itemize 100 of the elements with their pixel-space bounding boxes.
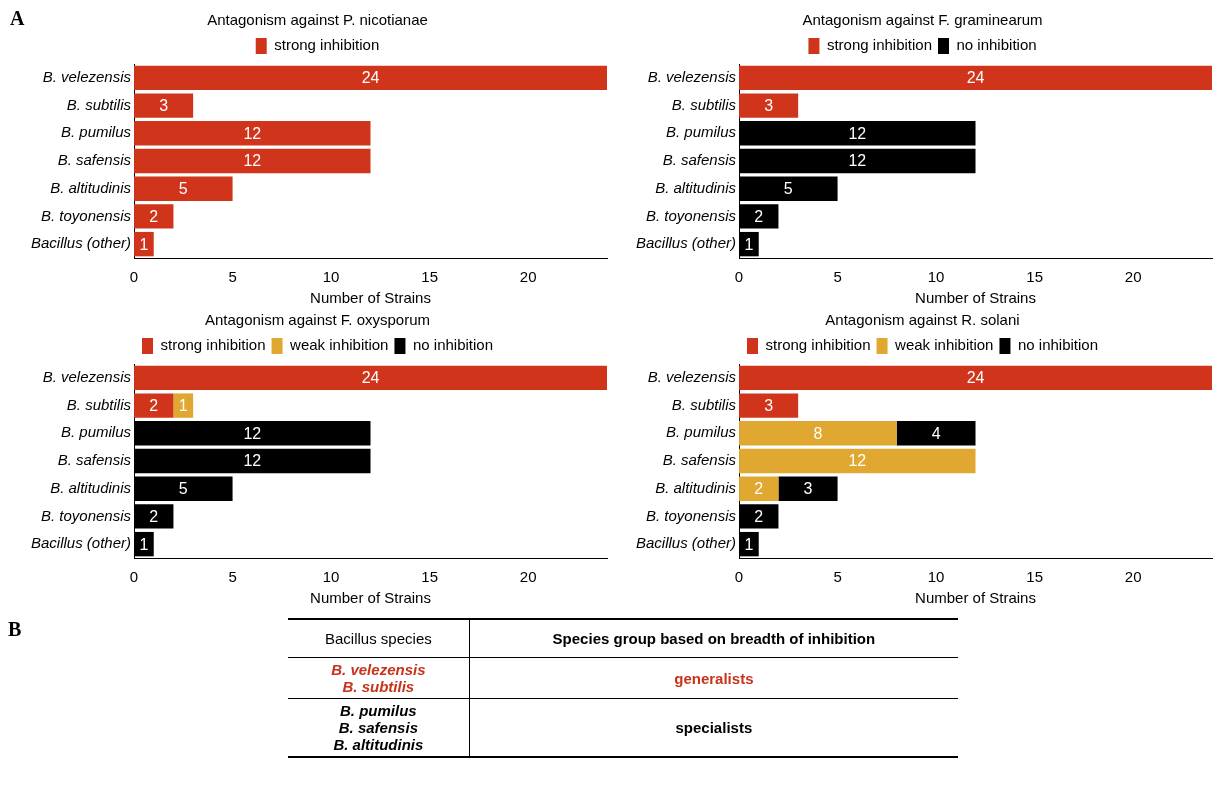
- text: B. safensis: [337, 719, 419, 736]
- text: A: [10, 7, 25, 30]
- bar: [739, 65, 1212, 91]
- y-tick-label: B. safensis: [57, 151, 132, 169]
- bar: [739, 421, 897, 446]
- y-tick-label: B. velezensis: [647, 368, 737, 386]
- data-label: 1: [744, 235, 754, 253]
- legend-label: weak inhibition: [289, 336, 389, 354]
- chart-title: Antagonism against R. solani: [825, 311, 1020, 329]
- data-label: 2: [149, 507, 159, 525]
- data-label: 2: [754, 207, 764, 225]
- data-label: 8: [813, 424, 823, 442]
- data-label: 1: [139, 235, 149, 253]
- data-label: 1: [744, 535, 754, 553]
- y-tick-label: B. velezensis: [42, 368, 132, 386]
- text: B. pumilus: [339, 702, 418, 719]
- bar: [134, 204, 174, 229]
- data-label: 3: [764, 396, 774, 414]
- data-label: 24: [361, 69, 380, 87]
- data-label: 5: [178, 480, 188, 498]
- y-tick-label: Bacillus (other): [30, 534, 132, 552]
- legend-label: strong inhibition: [274, 36, 380, 54]
- bar: [739, 93, 799, 118]
- x-axis-title: Number of Strains: [310, 289, 431, 307]
- text: generalists: [673, 668, 755, 689]
- x-tick-label: 20: [1124, 568, 1142, 586]
- bar: [739, 476, 779, 501]
- bar: [134, 148, 371, 174]
- bar: [173, 393, 194, 418]
- text: specialists: [674, 718, 754, 738]
- bar: [778, 476, 838, 501]
- x-tick-label: 10: [322, 268, 340, 286]
- x-tick-label: 15: [421, 568, 438, 586]
- data-label: 1: [178, 396, 188, 414]
- x-tick-label: 10: [927, 568, 945, 586]
- bar: [134, 121, 371, 146]
- legend-label: no inhibition: [1017, 336, 1099, 354]
- x-axis-title: Number of Strains: [310, 589, 431, 607]
- y-tick-label: B. subtilis: [671, 395, 737, 413]
- x-tick-label: 5: [228, 268, 237, 286]
- bar: [134, 176, 233, 201]
- data-label: 24: [966, 69, 985, 87]
- y-tick-label: B. toyonensis: [645, 206, 737, 224]
- x-tick-label: 20: [1124, 268, 1142, 286]
- text: B: [8, 618, 22, 641]
- bar: [134, 93, 194, 118]
- data-label: 3: [803, 480, 813, 498]
- x-tick-label: 10: [322, 568, 340, 586]
- data-label: 12: [243, 452, 262, 470]
- x-tick-label: 20: [519, 268, 537, 286]
- y-tick-label: B. velezensis: [42, 68, 132, 86]
- bar: [739, 448, 976, 474]
- data-label: 12: [848, 124, 867, 142]
- data-label: 12: [243, 152, 262, 170]
- data-label: 12: [848, 152, 867, 170]
- x-tick-label: 0: [734, 268, 744, 286]
- y-tick-label: Bacillus (other): [635, 534, 737, 552]
- x-tick-label: 15: [1026, 268, 1043, 286]
- text: Bacillus species: [288, 619, 470, 658]
- text: B. velezensis: [330, 661, 427, 678]
- data-label: 12: [848, 452, 867, 470]
- chart-title: Antagonism against F. graminearum: [802, 11, 1043, 29]
- text: Species group based on breadth of inhibition: [551, 629, 877, 649]
- x-tick-label: 5: [228, 568, 237, 586]
- y-tick-label: B. subtilis: [671, 95, 737, 113]
- legend-label: strong inhibition: [765, 336, 871, 354]
- data-label: 5: [783, 180, 793, 198]
- x-tick-label: 5: [833, 568, 842, 586]
- bar: [134, 393, 174, 418]
- bar: [739, 393, 799, 418]
- data-label: 24: [361, 369, 380, 387]
- y-tick-label: B. pumilus: [666, 423, 737, 441]
- x-tick-label: 20: [519, 568, 537, 586]
- legend-label: no inhibition: [412, 336, 494, 354]
- y-tick-label: B. altitudinis: [655, 178, 737, 196]
- y-tick-label: B. toyonensis: [40, 506, 132, 524]
- x-axis-title: Number of Strains: [915, 289, 1036, 307]
- y-tick-label: Bacillus (other): [635, 234, 737, 252]
- data-label: 4: [931, 424, 941, 442]
- y-tick-label: B. toyonensis: [645, 506, 737, 524]
- bar: [134, 365, 607, 391]
- x-tick-label: 5: [833, 268, 842, 286]
- data-label: 2: [754, 507, 764, 525]
- y-tick-label: B. safensis: [662, 451, 737, 469]
- x-tick-label: 0: [129, 268, 139, 286]
- legend-label: no inhibition: [956, 36, 1037, 54]
- y-tick-label: B. altitudinis: [50, 478, 132, 496]
- data-label: 2: [754, 480, 764, 498]
- y-tick-label: B. toyonensis: [40, 206, 132, 224]
- x-axis-title: Number of Strains: [915, 589, 1036, 607]
- y-tick-label: Bacillus (other): [30, 234, 132, 252]
- data-label: 3: [764, 96, 774, 114]
- data-label: 3: [159, 96, 169, 114]
- x-tick-label: 0: [734, 568, 744, 586]
- data-label: 12: [243, 424, 262, 442]
- y-tick-label: B. subtilis: [66, 395, 132, 413]
- y-tick-label: B. pumilus: [61, 123, 132, 141]
- bar: [739, 365, 1212, 391]
- legend-label: strong inhibition: [160, 336, 266, 354]
- data-label: 2: [149, 396, 159, 414]
